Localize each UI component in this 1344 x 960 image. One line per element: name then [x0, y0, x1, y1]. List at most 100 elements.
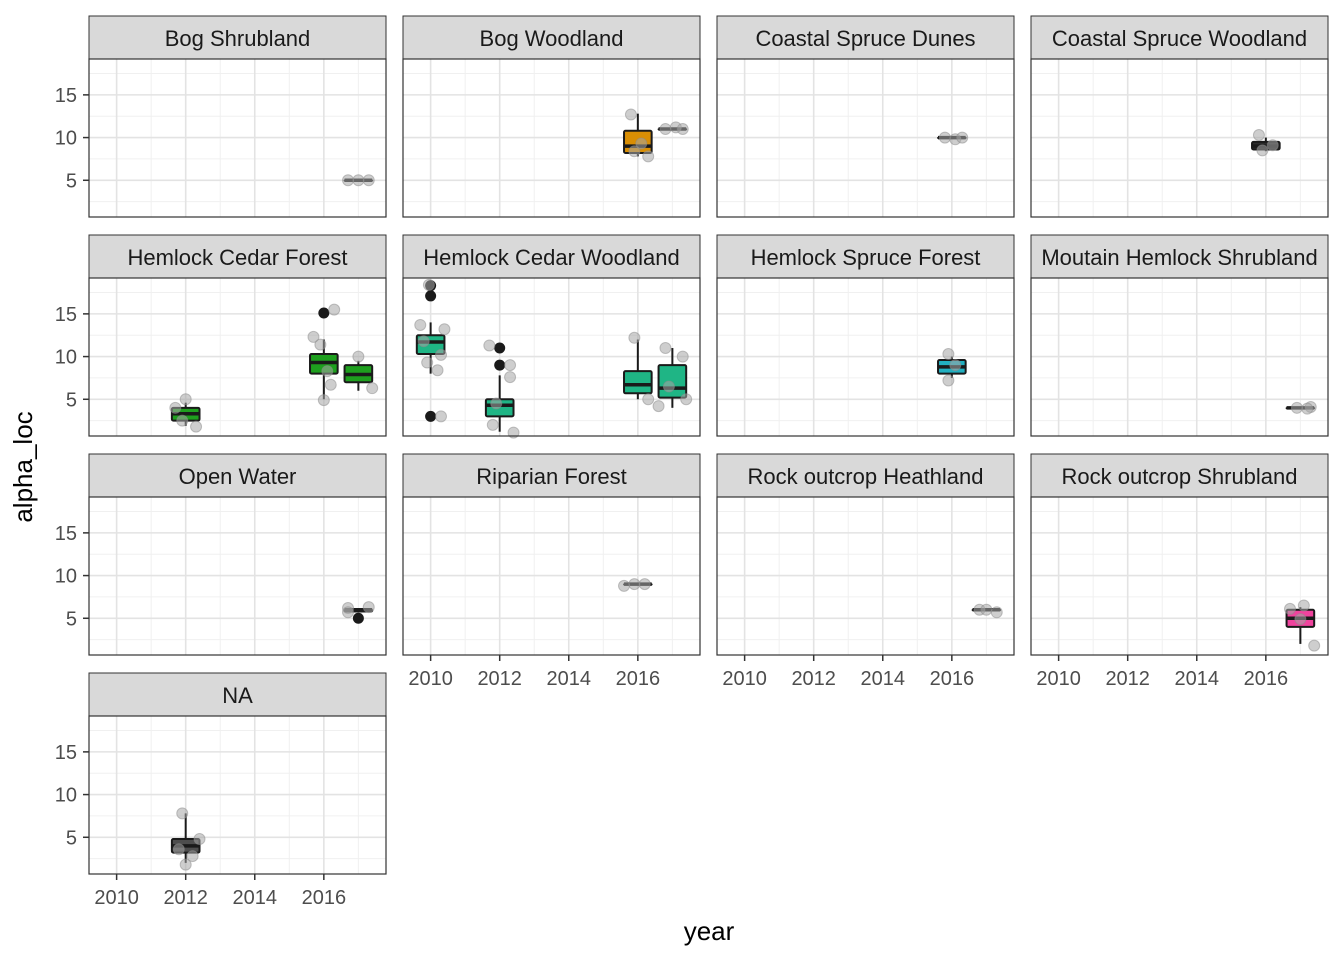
- jitter-point: [642, 393, 655, 406]
- jitter-point: [676, 123, 689, 136]
- x-tick-label: 2014: [233, 887, 278, 909]
- jitter-point: [652, 400, 665, 413]
- facet-strip-label: Moutain Hemlock Shrubland: [1041, 245, 1317, 270]
- facet-strip: [716, 234, 1015, 279]
- x-tick-label: 2014: [861, 668, 906, 690]
- facet-strip-label: Riparian Forest: [476, 464, 626, 489]
- facet-panel: Bog Woodland: [402, 15, 701, 218]
- jitter-point: [628, 578, 641, 591]
- x-tick-label: 2014: [1175, 668, 1220, 690]
- facet-strip-label: Open Water: [179, 464, 297, 489]
- facet-strip: [88, 15, 387, 60]
- jitter-point: [680, 393, 693, 406]
- y-tick-label: 10: [55, 566, 77, 588]
- y-tick-label: 10: [55, 785, 77, 807]
- facet-panel: NA 5 10 15 2010 2012 2014 2016: [55, 672, 387, 909]
- jitter-point: [1284, 602, 1297, 615]
- jitter-point: [990, 606, 1003, 619]
- jitter-point: [422, 278, 435, 291]
- x-tick-label: 2010: [722, 668, 767, 690]
- panel-border: [402, 277, 701, 437]
- jitter-point: [483, 339, 496, 352]
- jitter-point: [352, 350, 365, 363]
- jitter-point: [169, 401, 182, 414]
- jitter-point: [1252, 129, 1265, 142]
- facet-strip: [88, 234, 387, 279]
- facet-panels: Bog Shrubland 5 10 15 Bog Woodland Coastal Sp…: [55, 15, 1329, 909]
- facet-strip-label: Coastal Spruce Dunes: [755, 26, 975, 51]
- jitter-point: [638, 578, 651, 591]
- jitter-point: [942, 374, 955, 387]
- jitter-point: [352, 174, 365, 187]
- facet-strip-label: NA: [222, 683, 253, 708]
- x-tick-label: 2012: [477, 668, 522, 690]
- facet-strip-label: Hemlock Spruce Forest: [751, 245, 981, 270]
- jitter-point: [179, 858, 192, 871]
- box-iqr: [623, 370, 653, 395]
- facet-strip-label: Rock outcrop Shrubland: [1061, 464, 1297, 489]
- facet-panel: Rock outcrop Heathland 2010 2012 2014 2016: [716, 453, 1015, 690]
- facet-strip: [1030, 453, 1329, 498]
- panel-border: [716, 277, 1015, 437]
- jitter-point: [662, 380, 675, 393]
- facet-strip: [1030, 15, 1329, 60]
- y-tick-label: 5: [66, 608, 77, 630]
- jitter-point: [1294, 613, 1307, 626]
- jitter-point: [486, 418, 499, 431]
- outlier-point: [425, 410, 437, 422]
- x-tick-label: 2010: [1036, 668, 1081, 690]
- jitter-point: [504, 359, 517, 372]
- jitter-point: [193, 832, 206, 845]
- jitter-point: [942, 348, 955, 361]
- facet-panel: Coastal Spruce Woodland: [1030, 15, 1329, 218]
- facet-panel: Coastal Spruce Dunes: [716, 15, 1015, 218]
- facet-strip-label: Rock outcrop Heathland: [747, 464, 983, 489]
- facet-strip: [88, 672, 387, 717]
- jitter-point: [190, 420, 203, 433]
- jitter-point: [980, 603, 993, 616]
- x-tick-label: 2016: [302, 887, 347, 909]
- facet-strip-label: Bog Shrubland: [165, 26, 311, 51]
- facet-strip-label: Hemlock Cedar Forest: [127, 245, 347, 270]
- y-tick-label: 15: [55, 742, 77, 764]
- box-iqr: [657, 364, 688, 399]
- x-tick-label: 2012: [163, 887, 208, 909]
- outlier-point: [425, 290, 437, 302]
- jitter-point: [179, 393, 192, 406]
- jitter-point: [186, 850, 199, 863]
- outlier-point: [318, 307, 330, 319]
- jitter-point: [324, 378, 337, 391]
- x-tick-label: 2010: [94, 887, 139, 909]
- jitter-point: [507, 426, 520, 439]
- panel-border: [1030, 496, 1329, 656]
- x-tick-label: 2016: [616, 668, 661, 690]
- y-tick-label: 15: [55, 85, 77, 107]
- facet-strip: [716, 15, 1015, 60]
- facet-panel: Hemlock Spruce Forest: [716, 234, 1015, 437]
- jitter-point: [176, 807, 189, 820]
- outlier-point: [494, 342, 506, 354]
- jitter-point: [414, 318, 427, 331]
- facet-panel: Hemlock Cedar Forest 5 10 15: [55, 234, 387, 437]
- jitter-point: [956, 131, 969, 144]
- jitter-point: [172, 843, 185, 856]
- facet-strip: [88, 453, 387, 498]
- jitter-point: [342, 606, 355, 619]
- facet-strip-label: Coastal Spruce Woodland: [1052, 26, 1307, 51]
- jitter-point: [328, 303, 341, 316]
- jitter-point: [624, 108, 637, 121]
- jitter-point: [176, 414, 189, 427]
- jitter-point: [417, 335, 430, 348]
- outlier-point: [494, 359, 506, 371]
- y-tick-label: 5: [66, 827, 77, 849]
- y-tick-label: 10: [55, 128, 77, 150]
- panel-border: [402, 496, 701, 656]
- facet-panel: Riparian Forest 2010 2012 2014 2016: [402, 453, 701, 690]
- jitter-point: [1297, 599, 1310, 612]
- jitter-point: [321, 365, 334, 378]
- jitter-point: [628, 331, 641, 344]
- jitter-point: [949, 359, 962, 372]
- jitter-point: [1256, 144, 1269, 157]
- panel-border: [716, 496, 1015, 656]
